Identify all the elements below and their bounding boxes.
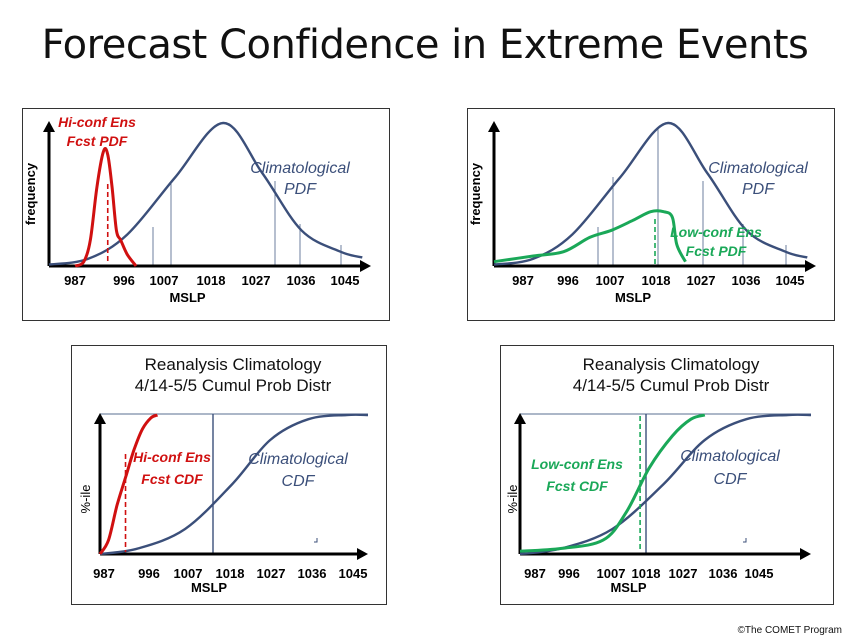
x-tick-label: 1027	[257, 566, 286, 581]
chart-panel-hi-conf-pdf: 987 996 1007 1018 1027 1036 1045 MSLP frequency H…	[22, 108, 390, 321]
series-label-line: Hi-conf Ens	[133, 449, 211, 465]
x-tick-label: 1018	[642, 273, 671, 288]
x-tick-label: 1018	[197, 273, 226, 288]
hi-conf-forecast-curve	[74, 147, 138, 268]
climatological-curve	[99, 413, 369, 556]
corner-mark	[314, 538, 318, 543]
y-axis-label: frequency	[468, 162, 483, 225]
x-tick-label: 1018	[632, 566, 661, 581]
x-axis-arrow-icon	[800, 548, 811, 560]
climatological-curve	[493, 121, 808, 266]
chart-heading-line: Reanalysis Climatology	[583, 355, 760, 374]
y-axis-arrow-icon	[43, 121, 55, 132]
x-axis-arrow-icon	[805, 260, 816, 272]
x-axis-arrow-icon	[360, 260, 371, 272]
x-tick-label: 996	[138, 566, 160, 581]
chart-heading-line: 4/14-5/5 Cumul Prob Distr	[573, 376, 770, 395]
x-tick-label: 1018	[216, 566, 245, 581]
y-axis-arrow-icon	[514, 413, 526, 424]
climatological-label-line: Climatological	[708, 160, 808, 177]
x-tick-label: 1045	[339, 566, 368, 581]
climatological-label-line: Climatological	[248, 451, 348, 468]
chart-panel-low-conf-cdf: Reanalysis Climatology 4/14-5/5 Cumul Pro…	[500, 345, 834, 605]
series-label-line: Low-conf Ens	[531, 456, 623, 472]
low-conf-forecast-curve	[519, 413, 706, 553]
x-axis-label: MSLP	[610, 580, 646, 595]
chart-svg: 987 996 1007 1018 1027 1036 1045 MSLP frequency H…	[23, 114, 371, 305]
climatological-label-line: Climatological	[680, 448, 780, 465]
x-tick-label: 1045	[745, 566, 774, 581]
climatological-label-line: PDF	[284, 181, 317, 198]
x-axis-label: MSLP	[191, 580, 227, 595]
corner-mark	[743, 538, 747, 543]
x-tick-label: 1007	[596, 273, 625, 288]
climatological-label-line: Climatological	[250, 160, 350, 177]
y-axis-label: %-ile	[78, 485, 93, 514]
series-label-line: Fcst PDF	[67, 133, 128, 149]
x-tick-label: 1036	[732, 273, 761, 288]
copyright-credit: ©The COMET Program	[737, 625, 842, 636]
series-label-line: Low-conf Ens	[670, 224, 762, 240]
chart-heading-line: 4/14-5/5 Cumul Prob Distr	[135, 376, 332, 395]
x-tick-label: 1007	[597, 566, 626, 581]
x-tick-label: 1027	[687, 273, 716, 288]
climatological-label-line: CDF	[282, 473, 316, 490]
x-tick-label: 1045	[331, 273, 360, 288]
series-label-line: Fcst CDF	[141, 471, 203, 487]
x-tick-label: 987	[64, 273, 86, 288]
x-axis-label: MSLP	[615, 290, 651, 305]
x-tick-label: 1007	[174, 566, 203, 581]
chart-svg: 987 996 1007 1018 1027 1036 1045 MSLP frequency L…	[468, 121, 816, 305]
x-tick-label: 1036	[298, 566, 327, 581]
x-axis-label: MSLP	[169, 290, 205, 305]
x-tick-label: 996	[557, 273, 579, 288]
climatological-label-line: PDF	[742, 181, 775, 198]
x-tick-label: 1036	[709, 566, 738, 581]
x-tick-label: 1036	[287, 273, 316, 288]
page-title: Forecast Confidence in Extreme Events	[41, 22, 809, 68]
x-tick-label: 996	[113, 273, 135, 288]
y-axis-label: frequency	[23, 162, 38, 225]
chart-panel-low-conf-pdf: 987 996 1007 1018 1027 1036 1045 MSLP frequency L…	[467, 108, 835, 321]
series-label-line: Fcst CDF	[546, 478, 608, 494]
chart-svg: Reanalysis Climatology 4/14-5/5 Cumul Pro…	[505, 355, 812, 595]
x-tick-label: 1007	[150, 273, 179, 288]
chart-svg: Reanalysis Climatology 4/14-5/5 Cumul Pro…	[78, 355, 369, 595]
x-tick-label: 987	[524, 566, 546, 581]
y-axis-arrow-icon	[488, 121, 500, 132]
x-tick-label: 1027	[242, 273, 271, 288]
climatological-curve	[48, 121, 363, 266]
series-label-line: Hi-conf Ens	[58, 114, 136, 130]
series-label-line: Fcst PDF	[686, 243, 747, 259]
y-axis-label: %-ile	[505, 485, 520, 514]
x-tick-label: 1027	[669, 566, 698, 581]
climatological-label-line: CDF	[714, 471, 748, 488]
x-tick-label: 1045	[776, 273, 805, 288]
y-axis-arrow-icon	[94, 413, 106, 424]
chart-panel-hi-conf-cdf: Reanalysis Climatology 4/14-5/5 Cumul Pro…	[71, 345, 387, 605]
x-tick-label: 996	[558, 566, 580, 581]
x-axis-arrow-icon	[357, 548, 368, 560]
low-conf-forecast-curve	[493, 209, 687, 264]
chart-heading-line: Reanalysis Climatology	[145, 355, 322, 374]
hi-conf-forecast-curve	[98, 413, 159, 555]
x-tick-label: 987	[512, 273, 534, 288]
x-tick-label: 987	[93, 566, 115, 581]
